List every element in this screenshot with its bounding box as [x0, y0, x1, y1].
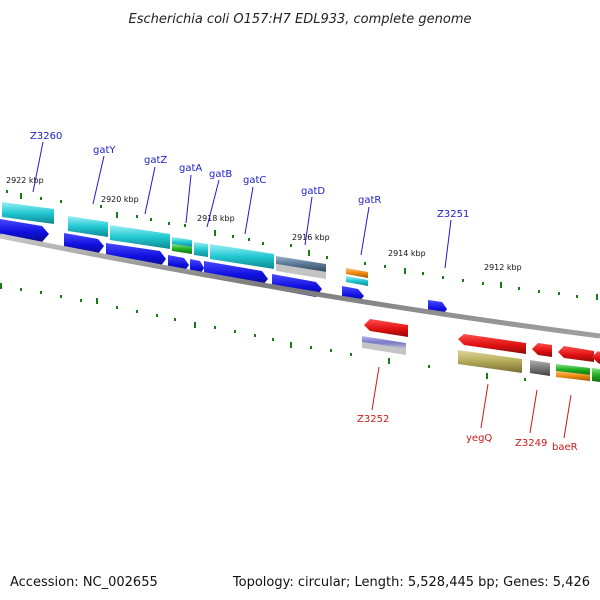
scale-label: 2920 kbp — [101, 195, 139, 204]
leader-line — [304, 196, 313, 246]
leader-line — [563, 394, 572, 439]
feature-block[interactable] — [362, 342, 406, 355]
forward-cds-arrow[interactable] — [106, 243, 166, 267]
leader-line — [360, 206, 370, 256]
bottom-gene-labels: Z3252 yegQ Z3249 baeR — [357, 366, 578, 453]
reverse-cds-arrow[interactable] — [458, 334, 526, 354]
feature-block[interactable] — [172, 244, 192, 254]
feature-block[interactable] — [458, 350, 522, 373]
leader-line — [32, 141, 44, 193]
leader-line — [480, 383, 489, 429]
reverse-cds-arrow[interactable] — [532, 343, 552, 357]
gene-label-gatd[interactable]: gatD — [301, 186, 325, 197]
genome-backbone — [0, 233, 600, 339]
outer-tick-track — [6, 190, 598, 300]
leader-line — [206, 179, 220, 228]
reverse-cds-arrow[interactable] — [558, 346, 594, 362]
feature-block[interactable] — [346, 268, 368, 278]
gene-label-gatc[interactable]: gatC — [243, 175, 266, 186]
map-title: Escherichia coli O157:H7 EDL933, complet… — [129, 12, 472, 27]
feature-block[interactable] — [556, 364, 590, 375]
forward-cds-arrow[interactable] — [204, 261, 268, 286]
accession-label: Accession: NC_002655 — [10, 575, 158, 590]
scale-label: 2922 kbp — [6, 176, 44, 185]
scale-label: 2918 kbp — [197, 214, 235, 223]
leader-line — [185, 174, 192, 224]
gene-label-gatb[interactable]: gatB — [209, 169, 232, 180]
feature-block[interactable] — [530, 360, 550, 376]
scale-label: 2914 kbp — [388, 249, 426, 258]
leader-line — [371, 366, 380, 411]
scale-label: 2912 kbp — [484, 263, 522, 272]
feature-block[interactable] — [172, 237, 192, 247]
gene-label-gaty[interactable]: gatY — [93, 145, 116, 156]
feature-block[interactable] — [556, 371, 590, 381]
gene-label-baer[interactable]: baeR — [552, 442, 578, 453]
leader-line — [244, 186, 254, 235]
feature-block[interactable] — [276, 256, 326, 272]
gene-label-z3249[interactable]: Z3249 — [515, 438, 547, 449]
feature-block[interactable] — [68, 216, 108, 237]
inner-tick-track — [0, 283, 526, 381]
forward-cog-track — [2, 202, 368, 286]
leader-line — [144, 166, 156, 215]
top-gene-labels: Z3260 gatY gatZ gatA gatB gatC gatD gatR… — [30, 131, 469, 269]
leader-line — [529, 389, 538, 434]
gene-label-z3252[interactable]: Z3252 — [357, 414, 389, 425]
leader-line — [92, 155, 105, 205]
feature-block[interactable] — [276, 264, 326, 279]
feature-block[interactable] — [2, 202, 54, 224]
feature-block[interactable] — [362, 336, 406, 349]
feature-block[interactable] — [592, 368, 600, 382]
gene-label-z3251[interactable]: Z3251 — [437, 209, 469, 220]
gene-label-yegq[interactable]: yegQ — [466, 433, 492, 444]
feature-block[interactable] — [194, 242, 208, 257]
gene-label-z3260[interactable]: Z3260 — [30, 131, 62, 142]
gene-label-gatz[interactable]: gatZ — [144, 155, 167, 166]
reverse-cds-arrow[interactable] — [592, 351, 600, 364]
feature-block[interactable] — [346, 276, 368, 286]
genome-summary: Topology: circular; Length: 5,528,445 bp… — [232, 575, 590, 590]
reverse-cog-track — [362, 336, 600, 382]
leader-line — [444, 219, 452, 269]
reverse-cds-arrow[interactable] — [364, 319, 408, 337]
gene-label-gata[interactable]: gatA — [179, 163, 202, 174]
forward-cds-track — [0, 219, 447, 316]
reverse-cds-track — [364, 319, 600, 364]
gene-label-gatr[interactable]: gatR — [358, 195, 381, 206]
feature-block[interactable] — [110, 225, 170, 249]
feature-block[interactable] — [210, 244, 274, 269]
scale-label: 2916 kbp — [292, 233, 330, 242]
